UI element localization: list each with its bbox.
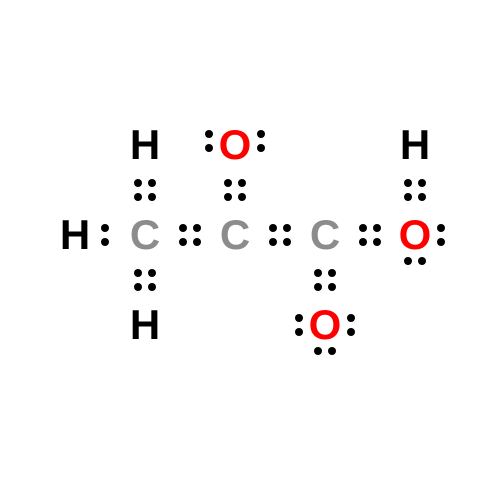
electron-dot-6	[269, 224, 277, 232]
electron-dot-35	[205, 144, 213, 152]
electron-dot-45	[347, 328, 355, 336]
electron-dot-38	[437, 224, 445, 232]
electron-dot-18	[224, 193, 232, 201]
electron-dot-33	[328, 283, 336, 291]
electron-dot-40	[404, 257, 412, 265]
atom-H1: H	[60, 214, 90, 256]
electron-dot-47	[328, 347, 336, 355]
electron-dot-11	[359, 238, 367, 246]
electron-dot-25	[418, 179, 426, 187]
atom-H3: H	[400, 124, 430, 166]
electron-dot-26	[134, 269, 142, 277]
electron-dot-19	[238, 193, 246, 201]
electron-dot-2	[179, 224, 187, 232]
electron-dot-29	[148, 283, 156, 291]
electron-dot-44	[347, 314, 355, 322]
electron-dot-0	[101, 224, 109, 232]
atom-C2: C	[220, 214, 250, 256]
electron-dot-4	[193, 224, 201, 232]
electron-dot-23	[418, 193, 426, 201]
electron-dot-36	[257, 130, 265, 138]
atom-C1: C	[130, 214, 160, 256]
atom-H2: H	[130, 124, 160, 166]
electron-dot-17	[148, 179, 156, 187]
electron-dot-31	[328, 269, 336, 277]
electron-dot-34	[205, 130, 213, 138]
electron-dot-41	[418, 257, 426, 265]
electron-dot-20	[224, 179, 232, 187]
electron-dot-42	[295, 314, 303, 322]
electron-dot-37	[257, 144, 265, 152]
electron-dot-28	[134, 283, 142, 291]
electron-dot-10	[359, 224, 367, 232]
electron-dot-16	[134, 179, 142, 187]
electron-dot-24	[404, 179, 412, 187]
electron-dot-43	[295, 328, 303, 336]
atom-O2: O	[219, 124, 252, 166]
electron-dot-1	[101, 238, 109, 246]
atom-O1: O	[399, 214, 432, 256]
electron-dot-15	[148, 193, 156, 201]
atom-O3: O	[309, 304, 342, 346]
atom-H4: H	[130, 304, 160, 346]
electron-dot-8	[283, 224, 291, 232]
electron-dot-13	[373, 238, 381, 246]
electron-dot-39	[437, 238, 445, 246]
electron-dot-46	[314, 347, 322, 355]
electron-dot-3	[179, 238, 187, 246]
electron-dot-32	[314, 283, 322, 291]
electron-dot-7	[269, 238, 277, 246]
electron-dot-30	[314, 269, 322, 277]
electron-dot-22	[404, 193, 412, 201]
electron-dot-12	[373, 224, 381, 232]
atom-C3: C	[310, 214, 340, 256]
lewis-structure-diagram: HCCCOHOHHO	[0, 0, 500, 500]
electron-dot-5	[193, 238, 201, 246]
electron-dot-27	[148, 269, 156, 277]
electron-dot-21	[238, 179, 246, 187]
electron-dot-14	[134, 193, 142, 201]
electron-dot-9	[283, 238, 291, 246]
